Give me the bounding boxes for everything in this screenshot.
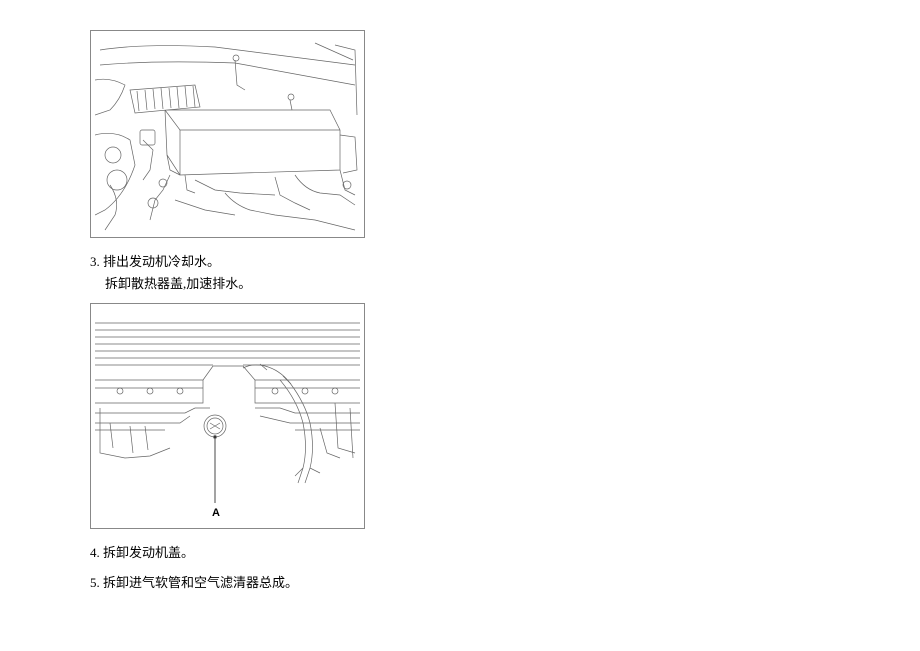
figure-engine-bay-1 xyxy=(90,30,365,238)
step-5-number: 5. xyxy=(90,572,100,594)
step-3-number: 3. xyxy=(90,251,100,273)
step-4: 4. 拆卸发动机盖。 xyxy=(90,542,830,564)
step-5: 5. 拆卸进气软管和空气滤清器总成。 xyxy=(90,572,830,594)
step-4-text: 拆卸发动机盖。 xyxy=(103,545,194,560)
step-4-number: 4. xyxy=(90,542,100,564)
step-3-line1: 排出发动机冷却水。 xyxy=(103,254,220,269)
figure-radiator-drain: A xyxy=(90,303,365,529)
callout-label-a: A xyxy=(212,507,220,519)
step-5-text: 拆卸进气软管和空气滤清器总成。 xyxy=(103,575,298,590)
engine-bay-diagram-1 xyxy=(95,35,360,233)
step-3: 3. 排出发动机冷却水。 拆卸散热器盖,加速排水。 xyxy=(90,251,830,295)
radiator-drain-diagram: A xyxy=(95,308,360,524)
step-3-line2: 拆卸散热器盖,加速排水。 xyxy=(105,276,251,291)
